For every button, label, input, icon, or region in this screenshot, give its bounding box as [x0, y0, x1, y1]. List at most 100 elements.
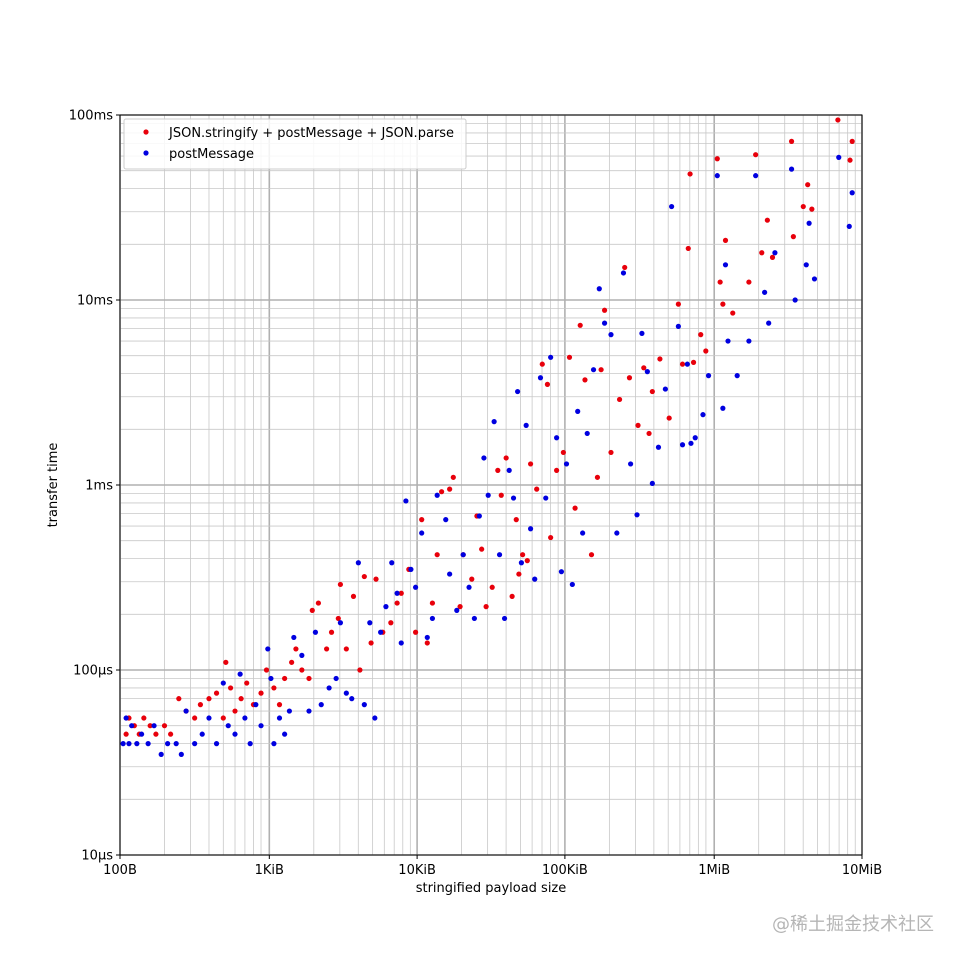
data-point: [373, 576, 379, 582]
data-point: [343, 646, 349, 652]
data-point: [788, 138, 795, 144]
data-point: [388, 620, 394, 626]
data-point: [479, 546, 485, 552]
data-point: [367, 620, 373, 626]
y-tick-label: 1ms: [85, 479, 113, 494]
data-point: [466, 584, 472, 590]
data-point: [582, 377, 588, 383]
data-point: [563, 461, 570, 467]
data-point: [803, 262, 809, 268]
data-point: [419, 517, 425, 523]
data-point: [501, 615, 508, 622]
data-point: [714, 173, 720, 179]
data-point: [566, 354, 573, 360]
legend: JSON.stringify + postMessage + JSON.pars…: [123, 118, 467, 170]
y-tick-label: 10µs: [81, 849, 113, 864]
data-point: [690, 359, 697, 365]
data-point: [722, 237, 729, 243]
data-point: [649, 388, 655, 395]
data-point: [237, 671, 243, 677]
data-point: [655, 444, 662, 450]
data-point: [685, 245, 691, 252]
x-tick-label: 10MiB: [842, 863, 882, 878]
data-point: [429, 600, 436, 606]
data-point: [153, 731, 159, 737]
data-point: [476, 513, 482, 519]
data-point: [792, 297, 798, 303]
data-point: [554, 435, 560, 441]
data-point: [183, 708, 189, 714]
data-point: [641, 365, 647, 371]
data-point: [809, 206, 815, 212]
data-point: [178, 751, 184, 757]
data-point: [622, 264, 628, 271]
data-point: [120, 741, 126, 747]
data-point: [471, 615, 477, 622]
data-point: [372, 715, 378, 721]
data-point: [324, 646, 330, 652]
data-point: [206, 715, 212, 721]
data-point: [717, 279, 723, 285]
data-point: [594, 474, 601, 480]
data-point: [447, 486, 453, 492]
data-point: [575, 408, 581, 414]
data-point: [350, 593, 357, 599]
data-point: [679, 361, 686, 367]
data-point: [800, 203, 806, 210]
data-point: [123, 715, 129, 721]
data-point: [306, 675, 312, 682]
y-tick-label: 100ms: [69, 109, 113, 124]
x-tick-label: 100B: [103, 863, 137, 878]
data-point: [141, 715, 147, 721]
data-point: [835, 117, 841, 123]
data-point: [309, 607, 315, 613]
data-point: [368, 640, 374, 646]
data-point: [503, 455, 509, 461]
data-point: [328, 629, 335, 635]
data-point: [315, 600, 321, 606]
data-point: [271, 741, 277, 747]
data-point: [176, 696, 182, 702]
data-point: [532, 576, 538, 582]
data-point: [469, 576, 475, 582]
data-point: [429, 615, 436, 622]
data-point: [134, 741, 140, 747]
data-point: [588, 552, 595, 558]
data-point: [577, 322, 583, 328]
x-tick-label: 100KiB: [542, 863, 588, 878]
data-point: [847, 157, 853, 163]
data-point: [434, 552, 440, 558]
data-point: [223, 659, 229, 665]
data-point: [151, 723, 157, 729]
data-point: [357, 667, 363, 673]
data-point: [398, 640, 404, 646]
data-point: [457, 604, 463, 610]
data-point: [434, 492, 440, 498]
data-point: [516, 571, 522, 577]
data-point: [520, 552, 526, 558]
data-point: [764, 217, 770, 223]
legend-label-json: JSON.stringify + postMessage + JSON.pars…: [168, 126, 454, 141]
legend-marker-json: [143, 129, 149, 135]
data-point: [483, 604, 489, 610]
data-point: [849, 190, 855, 196]
data-point: [412, 629, 419, 635]
data-point: [626, 375, 633, 381]
data-point: [806, 220, 812, 226]
data-point: [495, 467, 501, 473]
data-point: [569, 581, 575, 588]
data-point: [836, 154, 842, 160]
data-point: [403, 498, 409, 504]
data-point: [790, 234, 796, 240]
data-point: [590, 367, 597, 373]
data-point: [343, 690, 349, 696]
data-point: [335, 615, 341, 622]
data-point: [534, 486, 540, 492]
data-point: [454, 607, 460, 613]
data-point: [705, 373, 712, 379]
data-point: [460, 552, 466, 558]
data-point: [524, 558, 530, 564]
data-point: [220, 680, 226, 686]
data-point: [616, 396, 623, 403]
